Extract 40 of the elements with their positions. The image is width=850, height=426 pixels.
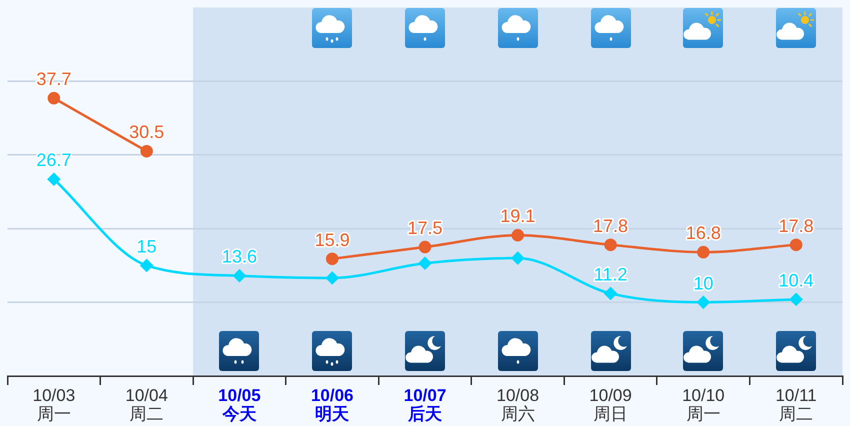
x-tick-label: 10/03 周一 xyxy=(32,386,76,424)
data-label: 13.6 xyxy=(222,246,257,267)
point xyxy=(48,92,60,104)
data-label: 10 xyxy=(693,273,714,294)
point xyxy=(604,238,617,252)
x-tick-label: 10/11 周二 xyxy=(775,386,817,424)
data-label: 30.5 xyxy=(129,122,164,142)
data-label: 15 xyxy=(136,236,157,256)
point xyxy=(790,238,802,252)
x-tick-label: 10/05 今天 xyxy=(218,386,261,424)
point xyxy=(418,240,432,254)
x-tick-label: 10/07 后天 xyxy=(404,386,446,424)
data-label: 17.5 xyxy=(407,218,443,238)
x-tick-label: 10/09 周日 xyxy=(589,386,632,424)
data-label: 17.8 xyxy=(778,216,814,236)
point xyxy=(140,259,153,272)
x-tick-label: 10/04 周二 xyxy=(125,386,168,424)
point xyxy=(233,270,246,282)
point xyxy=(326,272,338,284)
point xyxy=(697,296,710,309)
point xyxy=(140,144,153,158)
data-label: 16.8 xyxy=(686,223,721,244)
point xyxy=(512,228,524,242)
point xyxy=(418,256,432,270)
data-label: 26.7 xyxy=(36,150,72,170)
x-tick-label: 10/08 周六 xyxy=(496,386,540,424)
point xyxy=(790,293,802,306)
data-label: 10.4 xyxy=(778,270,814,290)
x-tick-label: 10/06 明天 xyxy=(310,386,354,424)
point xyxy=(512,252,524,264)
data-label: 19.1 xyxy=(500,206,536,226)
data-label: 11.2 xyxy=(594,264,628,284)
point xyxy=(326,252,338,266)
x-tick-label: 10/10 周一 xyxy=(682,386,725,424)
data-label: 37.7 xyxy=(36,69,72,90)
point xyxy=(48,172,60,186)
point xyxy=(604,287,617,300)
data-label: 15.9 xyxy=(314,230,350,250)
point xyxy=(697,246,710,258)
data-label: 17.8 xyxy=(593,216,628,236)
